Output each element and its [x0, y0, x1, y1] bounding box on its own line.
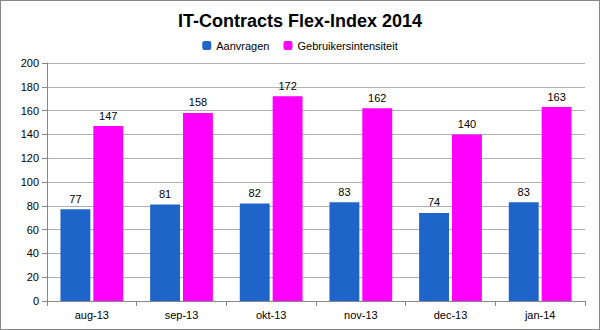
- svg-text:83: 83: [338, 186, 350, 198]
- svg-text:0: 0: [33, 295, 39, 307]
- svg-text:200: 200: [21, 57, 39, 69]
- svg-text:Aanvragen: Aanvragen: [216, 40, 269, 52]
- svg-text:83: 83: [518, 186, 530, 198]
- svg-text:140: 140: [21, 128, 39, 140]
- svg-text:172: 172: [278, 80, 296, 92]
- svg-text:158: 158: [189, 96, 207, 108]
- svg-text:160: 160: [21, 105, 39, 117]
- svg-text:aug-13: aug-13: [75, 309, 109, 321]
- svg-text:120: 120: [21, 152, 39, 164]
- svg-text:sep-13: sep-13: [165, 309, 199, 321]
- svg-text:60: 60: [27, 224, 39, 236]
- svg-text:80: 80: [27, 200, 39, 212]
- svg-text:IT-Contracts Flex-Index 2014: IT-Contracts Flex-Index 2014: [178, 11, 422, 31]
- svg-text:okt-13: okt-13: [256, 309, 287, 321]
- svg-text:81: 81: [159, 188, 171, 200]
- svg-text:82: 82: [249, 187, 261, 199]
- svg-text:74: 74: [428, 196, 440, 208]
- svg-text:jan-14: jan-14: [524, 309, 556, 321]
- svg-text:163: 163: [547, 91, 565, 103]
- svg-text:Gebruikersintensiteit: Gebruikersintensiteit: [297, 40, 397, 52]
- svg-text:77: 77: [69, 193, 81, 205]
- svg-text:nov-13: nov-13: [344, 309, 378, 321]
- svg-text:40: 40: [27, 247, 39, 259]
- svg-text:140: 140: [458, 118, 476, 130]
- svg-text:147: 147: [99, 110, 117, 122]
- svg-text:dec-13: dec-13: [434, 309, 468, 321]
- svg-text:20: 20: [27, 271, 39, 283]
- svg-text:180: 180: [21, 81, 39, 93]
- svg-text:162: 162: [368, 92, 386, 104]
- svg-text:100: 100: [21, 176, 39, 188]
